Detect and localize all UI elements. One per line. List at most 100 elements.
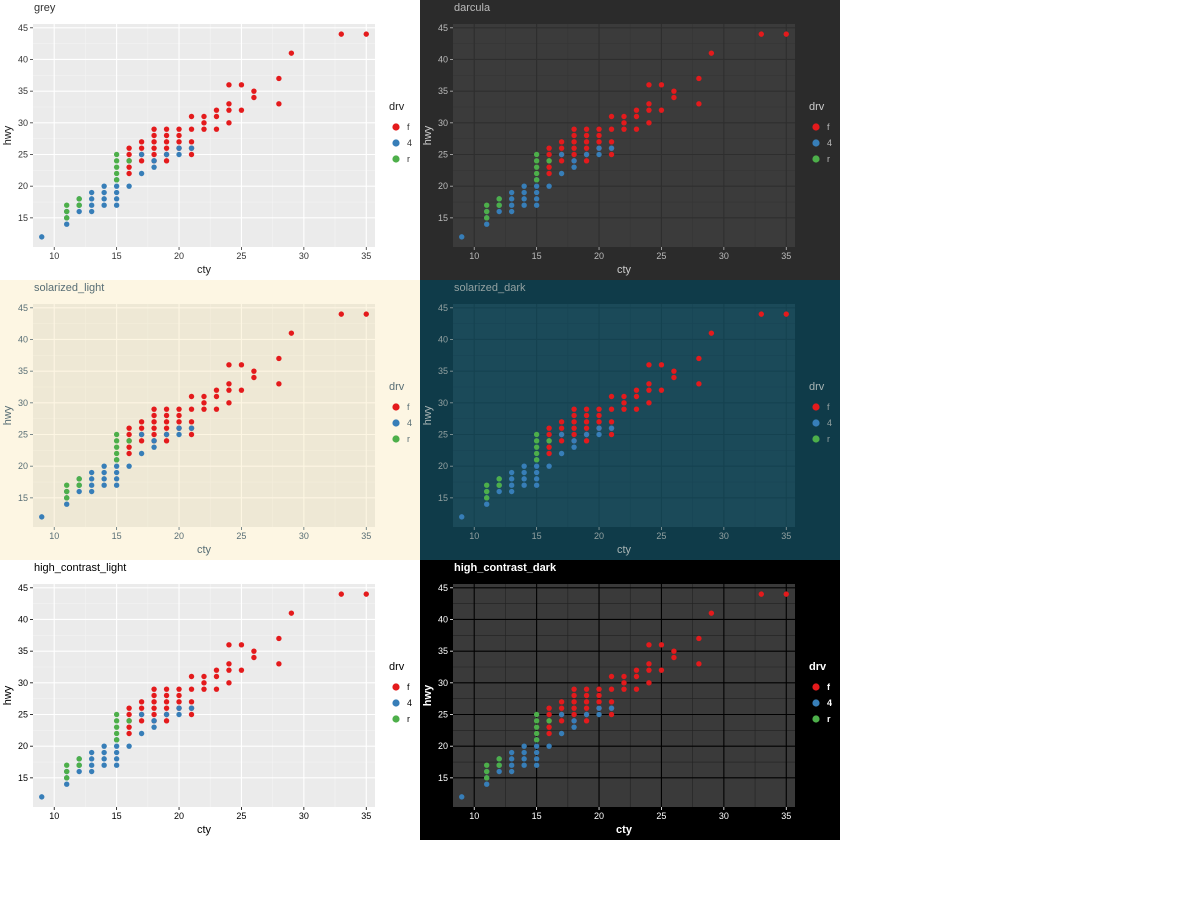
- y-tick-label: 20: [18, 181, 28, 191]
- data-point-f: [176, 699, 182, 705]
- data-point-4: [88, 482, 95, 488]
- data-point-f: [226, 381, 232, 387]
- data-point-f: [646, 107, 652, 113]
- y-tick-label: 40: [18, 614, 28, 624]
- data-point-r: [484, 482, 490, 488]
- data-point-4: [508, 208, 515, 215]
- data-point-f: [658, 387, 665, 393]
- data-point-4: [113, 476, 120, 482]
- data-point-f: [238, 107, 245, 113]
- data-point-f: [633, 406, 640, 412]
- x-tick-label: 10: [49, 531, 59, 541]
- data-point-f: [571, 711, 577, 718]
- data-point-f: [213, 686, 220, 692]
- data-point-f: [633, 686, 640, 692]
- legend-label-4: 4: [407, 138, 412, 148]
- chart-panel-high_contrast_light: 10 15 20 25 30 35 15 20 25 30 35 40 45 cty hwy high_con…: [0, 560, 420, 840]
- data-point-f: [151, 686, 157, 692]
- data-point-4: [101, 183, 107, 189]
- y-tick-label: 20: [18, 741, 28, 751]
- data-point-4: [533, 469, 540, 476]
- data-point-4: [521, 743, 527, 749]
- y-axis-title: hwy: [422, 405, 434, 425]
- data-point-f: [621, 680, 627, 686]
- data-point-4: [64, 781, 70, 787]
- data-point-r: [484, 215, 490, 221]
- data-point-f: [783, 591, 789, 597]
- data-point-f: [163, 145, 170, 151]
- data-point-f: [226, 101, 232, 107]
- data-point-f: [276, 75, 282, 82]
- x-axis-title: cty: [197, 824, 212, 836]
- data-point-f: [596, 686, 602, 692]
- data-point-r: [533, 431, 540, 438]
- chart-title: grey: [34, 2, 56, 14]
- data-point-f: [546, 170, 552, 177]
- data-point-f: [583, 126, 590, 132]
- data-point-f: [213, 406, 220, 412]
- data-point-f: [276, 381, 282, 387]
- data-point-f: [583, 406, 590, 412]
- x-tick-label: 35: [781, 811, 791, 821]
- data-point-f: [138, 158, 145, 164]
- y-tick-label: 35: [18, 366, 28, 376]
- data-point-f: [633, 113, 640, 120]
- data-point-4: [533, 463, 540, 469]
- legend-label-r: r: [407, 434, 410, 444]
- data-point-f: [126, 730, 132, 737]
- data-point-4: [496, 208, 502, 215]
- data-point-4: [521, 482, 527, 488]
- data-point-4: [583, 431, 590, 438]
- data-point-f: [646, 82, 652, 88]
- data-point-4: [608, 425, 615, 431]
- data-point-f: [226, 667, 232, 673]
- data-point-f: [621, 393, 627, 400]
- data-point-f: [571, 699, 577, 705]
- data-point-f: [276, 355, 282, 362]
- x-tick-label: 30: [299, 251, 309, 261]
- data-point-4: [138, 711, 145, 718]
- x-tick-label: 10: [49, 251, 59, 261]
- data-point-r: [484, 202, 490, 208]
- chart-svg: 10 15 20 25 30 35 15 20 25 30 35 40 45 cty hwy solarize…: [0, 280, 420, 560]
- data-point-f: [708, 330, 715, 336]
- y-tick-label: 40: [18, 54, 28, 64]
- data-point-f: [238, 82, 245, 88]
- data-point-4: [176, 425, 182, 431]
- data-point-f: [363, 31, 369, 37]
- data-point-f: [151, 145, 157, 151]
- data-point-4: [558, 151, 565, 158]
- panel-background: [453, 24, 795, 247]
- legend-label-f: f: [827, 122, 830, 132]
- data-point-f: [163, 132, 170, 139]
- data-point-r: [64, 488, 70, 495]
- y-tick-label: 30: [438, 398, 448, 408]
- data-point-4: [571, 718, 577, 724]
- data-point-4: [533, 196, 540, 202]
- data-point-f: [571, 431, 577, 438]
- data-point-r: [533, 438, 540, 444]
- data-point-f: [138, 699, 145, 705]
- data-point-r: [496, 476, 502, 482]
- data-point-4: [188, 705, 195, 711]
- data-point-f: [251, 94, 257, 101]
- data-point-f: [558, 425, 565, 431]
- data-point-4: [88, 488, 95, 495]
- legend-key-f: [392, 123, 400, 131]
- x-tick-label: 25: [236, 251, 246, 261]
- data-point-4: [113, 202, 120, 208]
- data-point-4: [521, 762, 527, 768]
- legend-label-f: f: [827, 402, 830, 412]
- data-point-4: [64, 221, 70, 227]
- y-tick-label: 40: [438, 54, 448, 64]
- data-point-4: [596, 425, 602, 431]
- data-point-4: [533, 482, 540, 488]
- data-point-f: [671, 88, 677, 94]
- data-point-f: [621, 400, 627, 406]
- x-tick-label: 15: [112, 811, 122, 821]
- x-tick-label: 30: [299, 531, 309, 541]
- data-point-f: [571, 692, 577, 699]
- data-point-f: [163, 686, 170, 692]
- data-point-r: [113, 737, 120, 743]
- x-tick-label: 35: [361, 531, 371, 541]
